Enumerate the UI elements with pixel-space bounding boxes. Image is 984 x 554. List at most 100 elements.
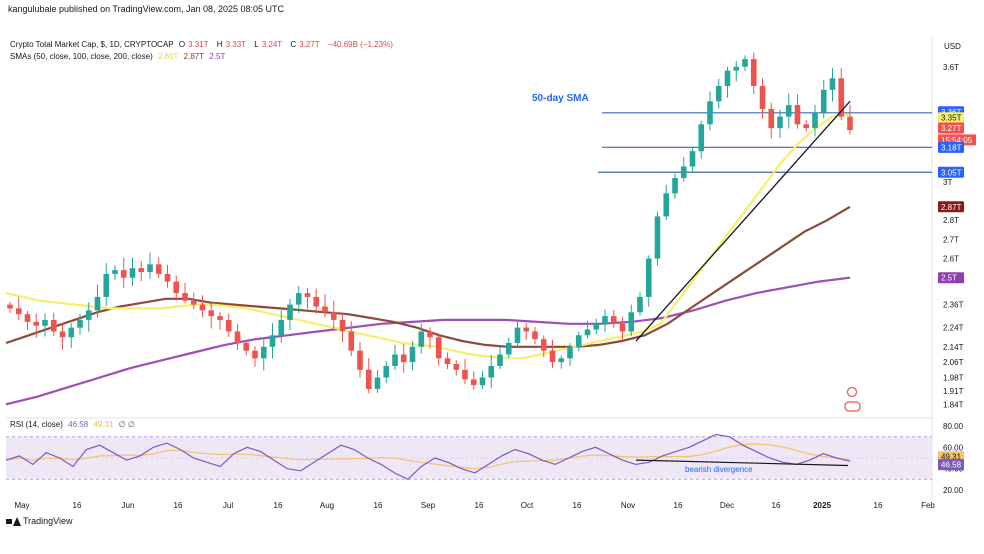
price-tag-label: 3.18T xyxy=(941,143,962,152)
candle-body xyxy=(409,346,416,363)
candle-body xyxy=(339,319,346,332)
candle-body xyxy=(68,327,75,338)
time-tick-label: Dec xyxy=(720,501,734,510)
price-axis: USD 3.6T 3T 2.8T 2.7T 2.6T 2.36T 2.24T 2.14T 2.06… xyxy=(943,42,964,409)
candle-body xyxy=(567,346,573,359)
candle-body xyxy=(707,101,713,125)
candle-body xyxy=(418,331,425,347)
candle-body xyxy=(322,306,328,313)
candle-body xyxy=(540,339,547,351)
price-tick-label: 2.8T xyxy=(943,216,959,225)
rsi-ma-line xyxy=(5,443,851,470)
footer-brand-text: TradingView xyxy=(23,516,73,526)
candle-body xyxy=(733,66,740,71)
divergence-annotation: bearish divergence xyxy=(685,465,753,474)
candle-body xyxy=(488,365,495,378)
candle-body xyxy=(750,59,757,86)
candle-body xyxy=(269,335,276,347)
time-tick-label: Sep xyxy=(421,501,436,510)
candle-body xyxy=(173,281,180,294)
price-tick-label: 2.36T xyxy=(943,301,964,310)
price-tag-label: 2.87T xyxy=(941,203,962,212)
price-tag-label: 3.35T xyxy=(941,114,962,123)
candle-body xyxy=(497,354,503,366)
time-axis: May 16 Jun 16 Jul 16 Aug 16 Sep 16 Oct 16 Nov 16 Dec 16… xyxy=(14,501,935,510)
candle-body xyxy=(234,331,241,343)
candle-body xyxy=(602,316,608,324)
legend-open: O 3.31T xyxy=(178,40,209,49)
candle-body xyxy=(689,151,696,167)
trendline xyxy=(635,100,851,342)
time-tick-label: 16 xyxy=(73,501,82,510)
rsi-band xyxy=(6,436,932,480)
candle-body xyxy=(698,124,705,152)
candle-body xyxy=(470,379,477,386)
rsi-tag-bg xyxy=(938,451,964,463)
price-tag-label: 15:54:05 xyxy=(941,136,973,145)
candle-body xyxy=(680,166,687,179)
candle-body xyxy=(838,78,845,117)
candle-body xyxy=(820,89,827,113)
candle-body xyxy=(777,116,783,129)
candle-body xyxy=(619,323,626,332)
price-tick-label: 2.24T xyxy=(943,324,964,333)
time-tick-label: 16 xyxy=(573,501,582,510)
sma200-path xyxy=(5,276,851,406)
legend-sma-row: SMAs (50, close, 100, close, 200, close)… xyxy=(10,52,228,61)
legend-rsi-ma-value: 49.31 xyxy=(93,420,114,429)
candle-body xyxy=(663,193,670,217)
price-tag-bg xyxy=(938,112,964,124)
candle-body xyxy=(383,365,390,378)
price-tag-label: 3.27T xyxy=(941,124,962,133)
candle-body xyxy=(829,78,836,90)
candle-body xyxy=(59,331,66,338)
candle-body xyxy=(120,270,127,278)
candle-body xyxy=(715,85,722,102)
candle-body xyxy=(575,335,582,347)
price-tags: 3.36T3.35T3.27T15:54:053.18T3.05T2.87T2.… xyxy=(938,106,976,284)
currency-label: USD xyxy=(944,42,961,51)
candle-body xyxy=(742,59,748,67)
candle-body xyxy=(348,331,355,351)
legend-rsi-value: 46.58 xyxy=(68,420,89,429)
candle-body xyxy=(628,312,635,332)
legend-sma200-value: 2.5T xyxy=(209,52,226,61)
sma-annotation: 50-day SMA xyxy=(532,93,589,104)
candle-body xyxy=(208,310,215,317)
candle-body xyxy=(462,369,468,380)
price-tag-bg xyxy=(938,201,964,213)
candle-body xyxy=(15,308,22,315)
legend-sma100-value: 2.87T xyxy=(183,52,205,61)
candle-body xyxy=(645,258,652,297)
candle-body xyxy=(479,377,486,386)
alert-icon xyxy=(846,386,858,398)
support-trendline xyxy=(635,100,851,342)
tradingview-logo-icon xyxy=(6,516,21,526)
candle-body xyxy=(225,319,232,332)
candle-body xyxy=(672,178,678,194)
price-tick-label: 3T xyxy=(943,178,952,187)
time-tick-label: Nov xyxy=(621,501,635,510)
rsi-tick-label: 80.00 xyxy=(943,422,964,431)
candle-body xyxy=(514,327,521,343)
candle-body xyxy=(365,369,372,389)
candle-body xyxy=(94,296,101,311)
candle-body xyxy=(768,108,775,129)
price-tick-label: 1.84T xyxy=(943,400,964,409)
time-tick-label: 16 xyxy=(674,501,683,510)
candle-body xyxy=(558,358,565,363)
candle-body xyxy=(523,327,530,332)
time-tick-label: 16 xyxy=(274,501,283,510)
legend-change: −40.69B (−1.23%) xyxy=(327,40,393,49)
sma200-line xyxy=(5,276,851,406)
price-tick-label: 2.14T xyxy=(943,343,964,352)
candle-body xyxy=(50,319,57,332)
price-tag-label: 3.05T xyxy=(941,168,962,177)
candle-body xyxy=(610,316,617,324)
price-tag-label: 2.5T xyxy=(941,274,957,283)
horizontal-levels xyxy=(598,112,932,173)
candle-body xyxy=(190,300,197,305)
legend-symbol: Crypto Total Market Cap, $, 1D, CRYPTOCA… xyxy=(10,40,174,49)
